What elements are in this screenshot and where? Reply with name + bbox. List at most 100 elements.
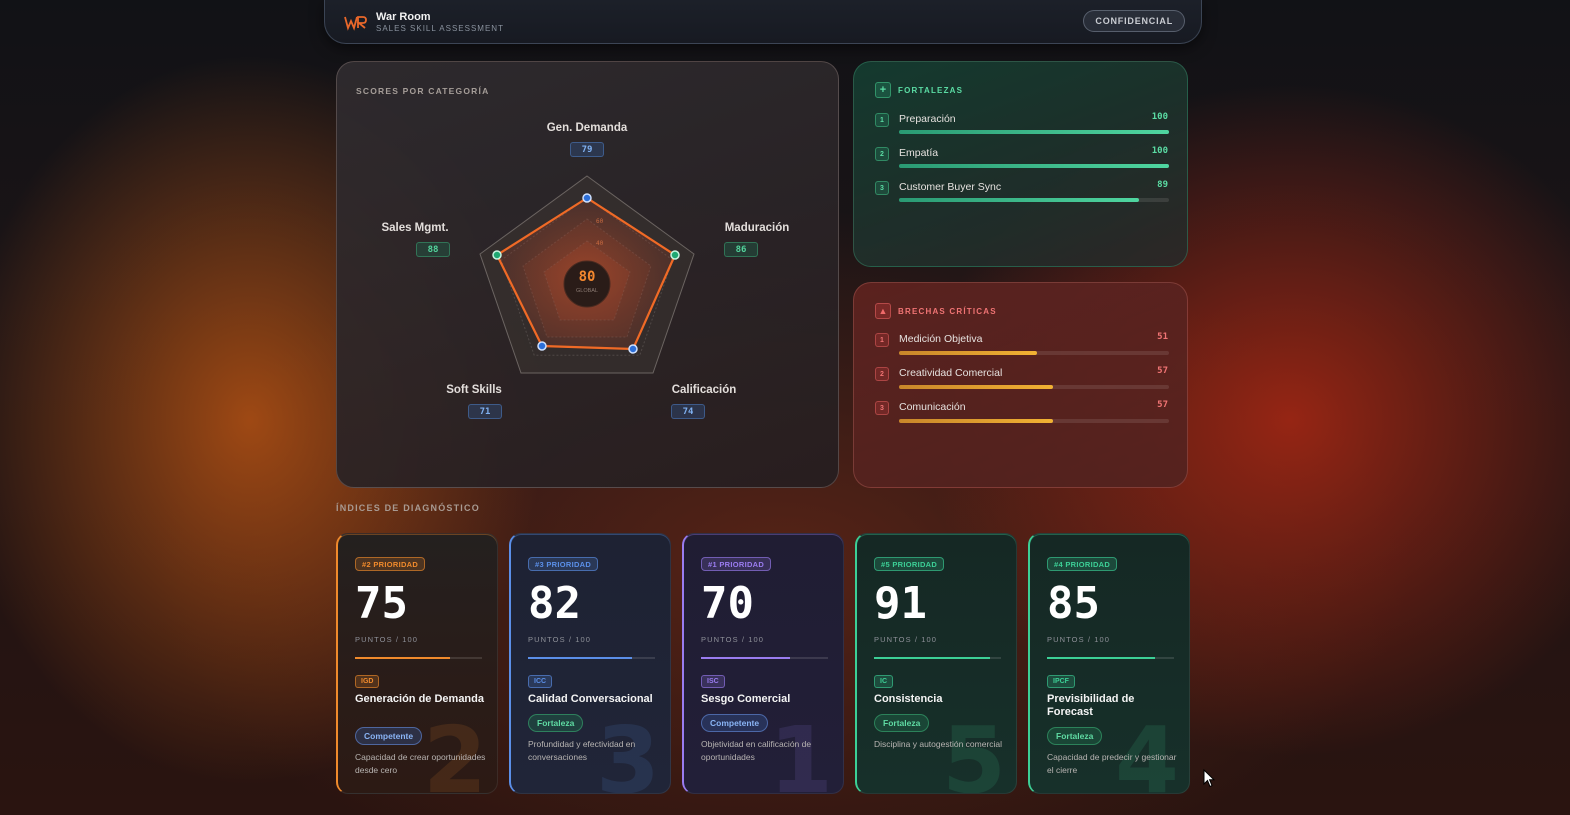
global-score-label: GLOBAL bbox=[576, 288, 598, 294]
strength-value: 100 bbox=[1151, 112, 1168, 122]
gap-rank: 3 bbox=[875, 401, 889, 415]
card-score: 85 bbox=[1047, 578, 1100, 629]
card-status-badge: Fortaleza bbox=[874, 714, 930, 732]
gap-value: 57 bbox=[1157, 400, 1168, 410]
card-description: Capacidad de crear oportunidades desde c… bbox=[355, 752, 486, 775]
app-subtitle: SALES SKILL ASSESSMENT bbox=[376, 24, 504, 33]
index-card-igd[interactable]: 2 #2 PRIORIDAD 75 PUNTOS / 100 IGD Gener… bbox=[336, 533, 498, 794]
card-unit-label: PUNTOS / 100 bbox=[355, 635, 419, 644]
card-code-badge: ICC bbox=[528, 675, 553, 688]
axis-value-sales-mgmt: 88 bbox=[416, 242, 450, 257]
card-score-fill bbox=[1047, 657, 1155, 659]
gap-bar-track bbox=[899, 385, 1169, 389]
radar-ring-label-40: 40 bbox=[596, 240, 604, 247]
card-priority-badge: #4 PRIORIDAD bbox=[1047, 557, 1118, 571]
card-rank-watermark: 2 bbox=[422, 707, 487, 794]
confidential-badge[interactable]: CONFIDENCIAL bbox=[1083, 10, 1185, 32]
card-description: Objetividad en calificación de oportunid… bbox=[701, 739, 812, 762]
plus-icon: + bbox=[875, 82, 891, 98]
index-card-ic[interactable]: 5 #5 PRIORIDAD 91 PUNTOS / 100 IC Consis… bbox=[855, 533, 1017, 794]
gap-value: 57 bbox=[1157, 366, 1168, 376]
card-rank-watermark: 4 bbox=[1114, 707, 1179, 794]
card-score-track bbox=[528, 657, 655, 659]
radar-panel-title: SCORES POR CATEGORÍA bbox=[356, 86, 490, 96]
strength-value: 100 bbox=[1151, 146, 1168, 156]
strength-label: Customer Buyer Sync bbox=[899, 181, 1002, 193]
card-name: Calidad Conversacional bbox=[528, 693, 653, 705]
card-status-badge: Fortaleza bbox=[1047, 727, 1103, 745]
warning-triangle-icon: ▲ bbox=[875, 303, 891, 319]
card-score-fill bbox=[528, 657, 633, 659]
gap-bar-fill bbox=[899, 351, 1037, 355]
gap-label: Comunicación bbox=[899, 401, 966, 413]
strength-bar-track bbox=[899, 130, 1169, 134]
axis-label-soft-skills: Soft Skills bbox=[446, 384, 502, 396]
strength-bar-track bbox=[899, 164, 1169, 168]
card-priority-badge: #2 PRIORIDAD bbox=[355, 557, 426, 571]
axis-label-gen-demanda: Gen. Demanda bbox=[546, 122, 628, 134]
gap-value: 51 bbox=[1157, 332, 1168, 342]
card-unit-label: PUNTOS / 100 bbox=[528, 635, 592, 644]
card-priority-badge: #3 PRIORIDAD bbox=[528, 557, 599, 571]
axis-label-maduracion: Maduración bbox=[724, 222, 790, 234]
card-score-track bbox=[1047, 657, 1174, 659]
card-score-track bbox=[701, 657, 828, 659]
global-score-value: 80 bbox=[579, 269, 596, 285]
card-unit-label: PUNTOS / 100 bbox=[701, 635, 765, 644]
gap-bar-fill bbox=[899, 385, 1053, 389]
card-score-fill bbox=[701, 657, 790, 659]
card-rank-watermark: 1 bbox=[768, 707, 833, 794]
gap-bar-track bbox=[899, 351, 1169, 355]
strength-label: Empatía bbox=[899, 147, 939, 159]
strength-value: 89 bbox=[1157, 180, 1168, 190]
app-title: War Room bbox=[376, 11, 431, 23]
gap-bar-track bbox=[899, 419, 1169, 423]
card-description: Capacidad de predecir y gestionar el cie… bbox=[1047, 752, 1177, 775]
indices-section-title: ÍNDICES DE DIAGNÓSTICO bbox=[336, 503, 480, 513]
strength-label: Preparación bbox=[899, 113, 956, 125]
card-priority-badge: #1 PRIORIDAD bbox=[701, 557, 772, 571]
axis-value-gen-demanda: 79 bbox=[570, 142, 604, 157]
card-code-badge: IC bbox=[874, 675, 893, 688]
global-score-circle bbox=[563, 260, 611, 308]
gap-label: Creatividad Comercial bbox=[899, 367, 1003, 379]
gap-rank: 2 bbox=[875, 367, 889, 381]
card-code-badge: IGD bbox=[355, 675, 380, 688]
card-score: 70 bbox=[701, 578, 754, 629]
index-card-ipcf[interactable]: 4 #4 PRIORIDAD 85 PUNTOS / 100 IPCF Prev… bbox=[1028, 533, 1190, 794]
card-description: Profundidad y efectividad en conversacio… bbox=[528, 739, 636, 762]
card-code-badge: IPCF bbox=[1047, 675, 1075, 688]
card-score-track bbox=[874, 657, 1001, 659]
card-name: Sesgo Comercial bbox=[701, 693, 791, 705]
axis-label-calificacion: Calificación bbox=[671, 384, 737, 396]
card-score-track bbox=[355, 657, 482, 659]
card-unit-label: PUNTOS / 100 bbox=[1047, 635, 1111, 644]
mouse-cursor-icon bbox=[1203, 769, 1215, 788]
top-bar: War Room SALES SKILL ASSESSMENT CONFIDEN… bbox=[324, 0, 1202, 44]
axis-label-sales-mgmt: Sales Mgmt. bbox=[381, 222, 449, 234]
strength-rank: 3 bbox=[875, 181, 889, 195]
strengths-panel: + FORTALEZAS 1 Preparación 100 2 Empatía… bbox=[853, 61, 1188, 267]
radar-point-soft-skills bbox=[537, 341, 547, 351]
strength-bar-track bbox=[899, 198, 1169, 202]
index-card-icc[interactable]: 3 #3 PRIORIDAD 82 PUNTOS / 100 ICC Calid… bbox=[509, 533, 671, 794]
index-card-isc[interactable]: 1 #1 PRIORIDAD 70 PUNTOS / 100 ISC Sesgo… bbox=[682, 533, 844, 794]
radar-point-gen-demanda bbox=[582, 193, 592, 203]
card-score: 75 bbox=[355, 578, 408, 629]
card-code-badge: ISC bbox=[701, 675, 725, 688]
strength-bar-fill bbox=[899, 130, 1169, 134]
gaps-title: BRECHAS CRÍTICAS bbox=[898, 307, 997, 316]
card-status-badge: Competente bbox=[701, 714, 769, 732]
axis-value-soft-skills: 71 bbox=[468, 404, 502, 419]
gap-bar-fill bbox=[899, 419, 1053, 423]
card-unit-label: PUNTOS / 100 bbox=[874, 635, 938, 644]
radar-point-calificacion bbox=[628, 344, 638, 354]
radar-point-sales-mgmt bbox=[492, 250, 502, 260]
card-score: 82 bbox=[528, 578, 581, 629]
card-status-badge: Fortaleza bbox=[528, 714, 584, 732]
strength-rank: 1 bbox=[875, 113, 889, 127]
card-score: 91 bbox=[874, 578, 927, 629]
gap-label: Medición Objetiva bbox=[899, 333, 983, 345]
card-description: Disciplina y autogestión comercial bbox=[874, 739, 1003, 749]
radar-point-maduracion bbox=[670, 250, 680, 260]
